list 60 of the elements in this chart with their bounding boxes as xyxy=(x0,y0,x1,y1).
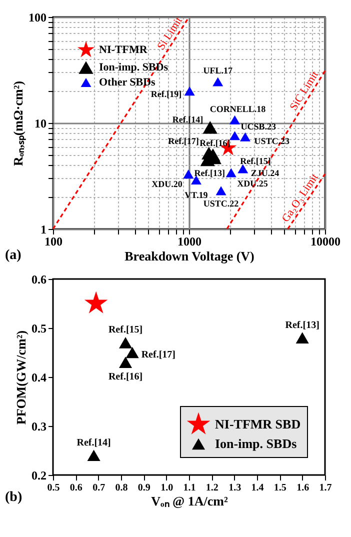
annotation: XDU.25 xyxy=(237,178,268,189)
annotation: Ref.[15] xyxy=(240,156,271,166)
x-tick-label: 1.1 xyxy=(183,482,196,494)
y-tick-label: 10 xyxy=(34,116,46,130)
annotation: Ref.[15] xyxy=(108,324,143,336)
point xyxy=(126,346,139,358)
y-axis-title: PFOM(GW/cm²) xyxy=(14,330,28,425)
x-tick-label: 1.3 xyxy=(228,482,242,494)
x-tick-label: 0.6 xyxy=(70,482,82,494)
annotation: Ref.[17] xyxy=(168,136,199,146)
point xyxy=(119,356,132,368)
x-tick-label: 0.5 xyxy=(47,482,60,494)
x-axis-title: Vₒₙ @ 1A/cm² xyxy=(151,494,228,508)
y-tick-label: 0.3 xyxy=(32,420,46,434)
annotation: Ref.[13] xyxy=(194,168,225,178)
y-tick-label: 0.2 xyxy=(32,468,46,482)
legend-label: Ion-imp. SBDs xyxy=(99,62,169,74)
x-tick-label: 10000 xyxy=(310,234,340,248)
point xyxy=(87,450,100,462)
annotation: USTC.23 xyxy=(254,136,290,146)
annotation: Ref.[13] xyxy=(285,320,320,331)
legend-label: Ion-imp. SBDs xyxy=(215,436,297,451)
y-axis-title: Rₒₙ,ₛₚ(mΩ·cm²) xyxy=(10,80,26,166)
text: (b) xyxy=(5,490,22,505)
y-tick-label: 0.4 xyxy=(32,370,46,384)
y-tick-label: 0.5 xyxy=(32,322,46,336)
annotation: Ref.[14] xyxy=(172,114,204,124)
annotation: XDU.20 xyxy=(152,179,183,190)
x-tick-label: 1.2 xyxy=(206,482,218,494)
annotation: VT.19 xyxy=(184,190,208,200)
annotation: CORNELL.18 xyxy=(210,104,266,114)
x-tick-label: 1.6 xyxy=(296,482,310,494)
x-tick-label: 1000 xyxy=(178,234,202,248)
x-tick-label: 100 xyxy=(44,234,62,248)
x-tick-label: 0.7 xyxy=(92,482,106,494)
x-tick-label: 1.0 xyxy=(160,482,174,494)
legend-label: NI-TFMR SBD xyxy=(215,416,301,432)
x-tick-label: 1.4 xyxy=(251,482,264,494)
legend-label: Other SBDs xyxy=(99,76,156,88)
x-tick-label: 1.5 xyxy=(274,482,286,494)
x-tick-label: 0.8 xyxy=(115,482,128,494)
x-tick-label: 1.7 xyxy=(319,482,332,494)
y-tick-label: 1 xyxy=(40,222,46,236)
point xyxy=(296,332,309,344)
text: (a) xyxy=(5,248,22,263)
annotation: Ref.[17] xyxy=(141,350,176,360)
annotation: Ref.[16] xyxy=(108,371,143,382)
annotation: ZJU.24 xyxy=(250,168,280,178)
y-tick-label: 0.6 xyxy=(32,272,46,286)
annotation: USTC.22 xyxy=(203,198,240,209)
annotation: UFL.17 xyxy=(203,66,233,76)
y-tick-label: 100 xyxy=(28,10,46,24)
annotation: Ref.[14] xyxy=(76,437,111,448)
annotation: Ref.[19] xyxy=(150,89,182,100)
point xyxy=(119,337,132,348)
point xyxy=(84,291,108,314)
x-axis-title: Breakdown Voltage (V) xyxy=(124,248,254,264)
x-tick-label: 0.9 xyxy=(138,482,150,494)
legend-label: NI-TFMR xyxy=(99,44,148,56)
annotation: UCSB.23 xyxy=(240,122,277,132)
